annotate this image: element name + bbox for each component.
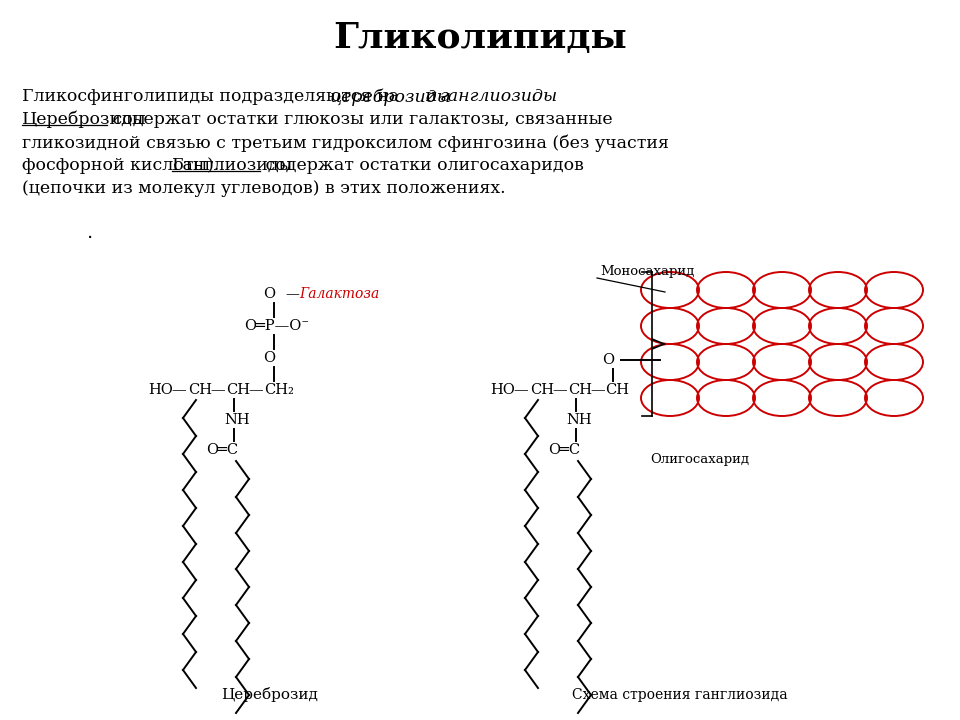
Text: ганглиозиды: ганглиозиды bbox=[440, 88, 558, 105]
Text: Гликосфинголипиды подразделяются на: Гликосфинголипиды подразделяются на bbox=[22, 88, 404, 105]
Text: Гликолипиды: Гликолипиды bbox=[333, 21, 627, 55]
Text: —: — bbox=[552, 383, 566, 397]
Text: CH₂: CH₂ bbox=[264, 383, 294, 397]
Text: O: O bbox=[263, 351, 276, 365]
Text: .: . bbox=[86, 222, 93, 241]
Text: CH: CH bbox=[530, 383, 554, 397]
Text: —: — bbox=[590, 383, 605, 397]
Text: (цепочки из молекул углеводов) в этих положениях.: (цепочки из молекул углеводов) в этих по… bbox=[22, 180, 506, 197]
Text: CH: CH bbox=[188, 383, 212, 397]
Text: Галактоза: Галактоза bbox=[299, 287, 379, 301]
Text: Олигосахарид: Олигосахарид bbox=[650, 454, 749, 467]
Text: NH: NH bbox=[566, 413, 591, 427]
Text: Моносахарид: Моносахарид bbox=[600, 266, 694, 279]
Text: —: — bbox=[171, 383, 185, 397]
Text: цереброзиды: цереброзиды bbox=[330, 88, 452, 106]
Text: O═C: O═C bbox=[548, 443, 580, 457]
Text: CH: CH bbox=[605, 383, 629, 397]
Text: CH: CH bbox=[568, 383, 592, 397]
Text: O═C: O═C bbox=[206, 443, 238, 457]
Text: HO: HO bbox=[490, 383, 515, 397]
Text: —: — bbox=[286, 287, 304, 301]
Text: HO: HO bbox=[148, 383, 173, 397]
Text: —: — bbox=[248, 383, 263, 397]
Text: O═P—O⁻: O═P—O⁻ bbox=[244, 319, 309, 333]
Text: .: . bbox=[530, 88, 536, 105]
Text: гликозидной связью с третьим гидроксилом сфингозина (без участия: гликозидной связью с третьим гидроксилом… bbox=[22, 134, 669, 151]
Text: Схема строения ганглиозида: Схема строения ганглиозида bbox=[572, 688, 788, 702]
Text: Цереброзид: Цереброзид bbox=[222, 688, 319, 703]
Text: содержат остатки олигосахаридов: содержат остатки олигосахаридов bbox=[260, 157, 584, 174]
Text: CH: CH bbox=[226, 383, 250, 397]
Text: Ганглиозиды: Ганглиозиды bbox=[172, 157, 294, 174]
Text: O: O bbox=[602, 353, 614, 367]
Text: —: — bbox=[210, 383, 225, 397]
Text: содержат остатки глюкозы или галактозы, связанные: содержат остатки глюкозы или галактозы, … bbox=[107, 111, 612, 128]
Text: O: O bbox=[263, 287, 276, 301]
Text: —: — bbox=[513, 383, 528, 397]
Text: NH: NH bbox=[224, 413, 250, 427]
Text: Цереброзиды: Цереброзиды bbox=[22, 111, 147, 128]
Text: фосфорной кислоты).: фосфорной кислоты). bbox=[22, 157, 225, 174]
Text: и: и bbox=[420, 88, 443, 105]
